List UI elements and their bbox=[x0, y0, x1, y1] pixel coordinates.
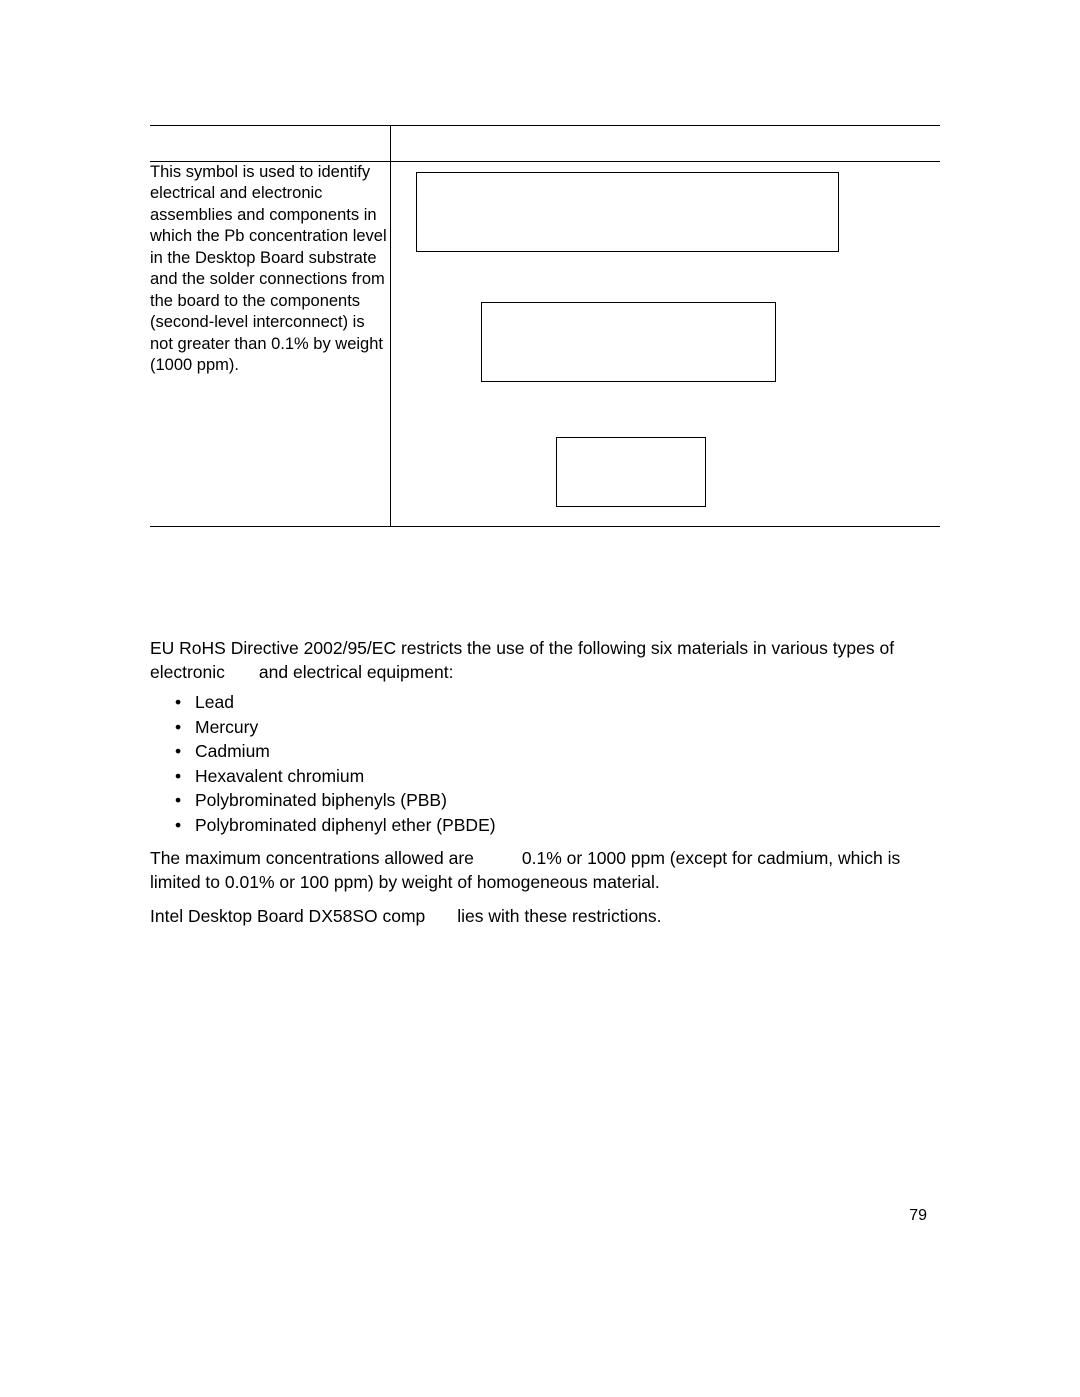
list-item: Polybrominated diphenyl ether (PBDE) bbox=[175, 813, 940, 838]
list-item: Polybrominated biphenyls (PBB) bbox=[175, 788, 940, 813]
symbol-table: This symbol is used to identify electric… bbox=[150, 125, 940, 527]
rohs-intro-part2: and electrical equipment: bbox=[259, 662, 454, 682]
placeholder-rect-medium bbox=[481, 302, 776, 382]
compliance-paragraph: Intel Desktop Board DX58SO comp lies with… bbox=[150, 905, 940, 929]
table-header-row bbox=[150, 126, 940, 162]
header-cell-left bbox=[150, 126, 390, 162]
list-item: Cadmium bbox=[175, 739, 940, 764]
placeholder-rect-small bbox=[556, 437, 706, 507]
compliance-part1: Intel Desktop Board DX58SO comp bbox=[150, 906, 425, 926]
page-content: This symbol is used to identify electric… bbox=[150, 125, 940, 934]
page-number: 79 bbox=[909, 1207, 927, 1225]
table-body-row: This symbol is used to identify electric… bbox=[150, 162, 940, 527]
concentration-part1: The maximum concentrations allowed are bbox=[150, 848, 474, 868]
list-item: Lead bbox=[175, 690, 940, 715]
compliance-part2: lies with these restrictions. bbox=[457, 906, 661, 926]
concentration-paragraph: The maximum concentrations allowed are0.… bbox=[150, 847, 940, 894]
materials-list: Lead Mercury Cadmium Hexavalent chromium… bbox=[175, 690, 940, 837]
body-text: EU RoHS Directive 2002/95/EC restricts t… bbox=[150, 637, 940, 928]
header-cell-right bbox=[390, 126, 940, 162]
list-item: Hexavalent chromium bbox=[175, 764, 940, 789]
symbol-figure-cell bbox=[390, 162, 940, 527]
placeholder-rect-large bbox=[416, 172, 839, 252]
rohs-intro-paragraph: EU RoHS Directive 2002/95/EC restricts t… bbox=[150, 637, 940, 684]
symbol-description-cell: This symbol is used to identify electric… bbox=[150, 162, 390, 527]
list-item: Mercury bbox=[175, 715, 940, 740]
